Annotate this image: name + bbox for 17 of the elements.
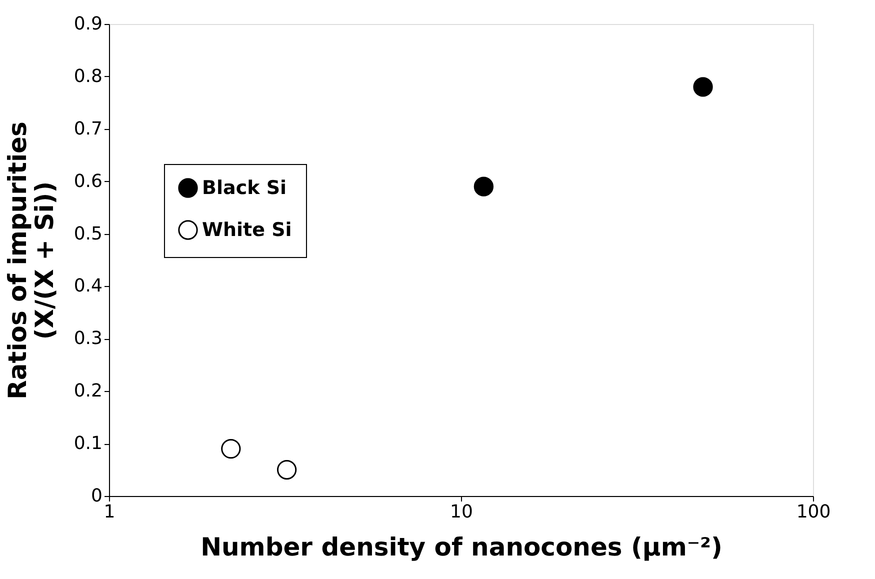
y-tick-label: 0.8	[74, 66, 102, 87]
y-tick-label: 0.5	[74, 223, 102, 244]
y-tick-label: 0.7	[74, 118, 102, 140]
y-axis-title: Ratios of impurities (X/(X + Si))	[2, 122, 59, 400]
x-tick-label: 100	[796, 502, 831, 522]
x-tick-label: 10	[450, 502, 473, 522]
x-tick-label: 1	[104, 502, 116, 522]
y-tick-label: 0.9	[74, 14, 102, 34]
y-tick-label: 0.6	[74, 170, 102, 192]
legend-label: White Si	[202, 219, 292, 241]
y-tick-label: 0	[91, 486, 102, 506]
x-axis-title: Number density of nanocones (μm⁻²)	[200, 532, 722, 562]
y-tick-label: 0.3	[74, 328, 102, 350]
y-tick-label: 0.1	[74, 433, 102, 454]
y-tick-label: 0.4	[74, 276, 102, 297]
y-tick-label: 0.2	[74, 380, 102, 402]
legend-label: Black Si	[202, 177, 287, 199]
